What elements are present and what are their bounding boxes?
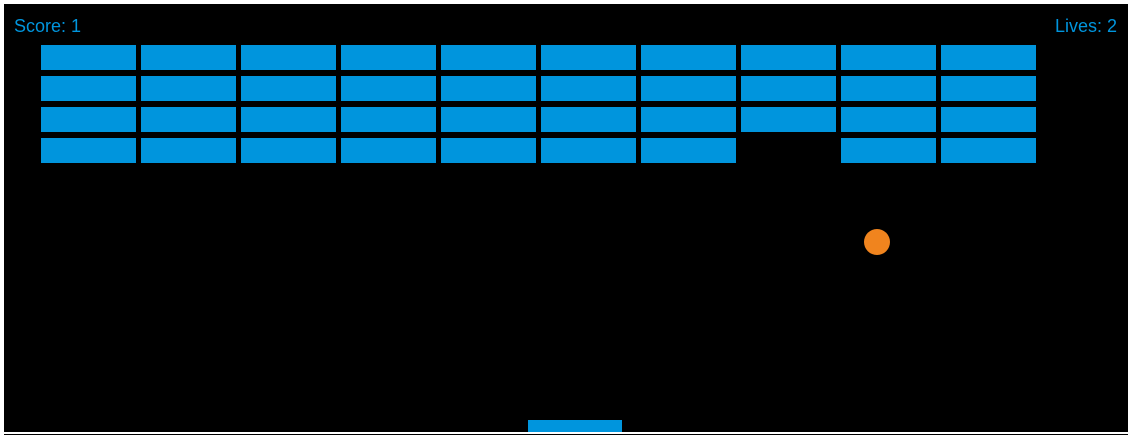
brick — [41, 107, 136, 132]
brick — [341, 45, 436, 70]
brick — [941, 76, 1036, 101]
bottom-border-strip — [4, 432, 1128, 434]
brick — [641, 107, 736, 132]
brick — [541, 138, 636, 163]
brick — [641, 76, 736, 101]
brick — [241, 45, 336, 70]
brick — [41, 45, 136, 70]
ball — [864, 229, 890, 255]
brick — [541, 76, 636, 101]
lives-display: Lives: 2 — [1054, 16, 1117, 36]
brick — [241, 138, 336, 163]
brick — [141, 76, 236, 101]
brick-wall — [41, 45, 1036, 165]
brick — [141, 45, 236, 70]
brick — [341, 138, 436, 163]
brick — [941, 107, 1036, 132]
score-display: Score: 1 — [14, 16, 82, 36]
game-canvas[interactable]: Score: 1 Lives: 2 — [4, 4, 1128, 435]
brick — [241, 76, 336, 101]
brick — [741, 76, 836, 101]
brick — [941, 138, 1036, 163]
brick — [641, 45, 736, 70]
brick — [241, 107, 336, 132]
brick — [541, 107, 636, 132]
brick — [441, 76, 536, 101]
brick — [841, 45, 936, 70]
paddle[interactable] — [528, 420, 622, 432]
brick — [441, 107, 536, 132]
brick — [341, 76, 436, 101]
brick — [41, 76, 136, 101]
brick — [741, 107, 836, 132]
brick — [841, 107, 936, 132]
brick — [641, 138, 736, 163]
brick — [741, 45, 836, 70]
brick — [841, 76, 936, 101]
brick — [441, 45, 536, 70]
brick — [341, 107, 436, 132]
brick — [41, 138, 136, 163]
brick — [541, 45, 636, 70]
brick — [841, 138, 936, 163]
brick — [141, 107, 236, 132]
brick — [141, 138, 236, 163]
brick — [741, 138, 836, 163]
brick — [941, 45, 1036, 70]
brick — [441, 138, 536, 163]
